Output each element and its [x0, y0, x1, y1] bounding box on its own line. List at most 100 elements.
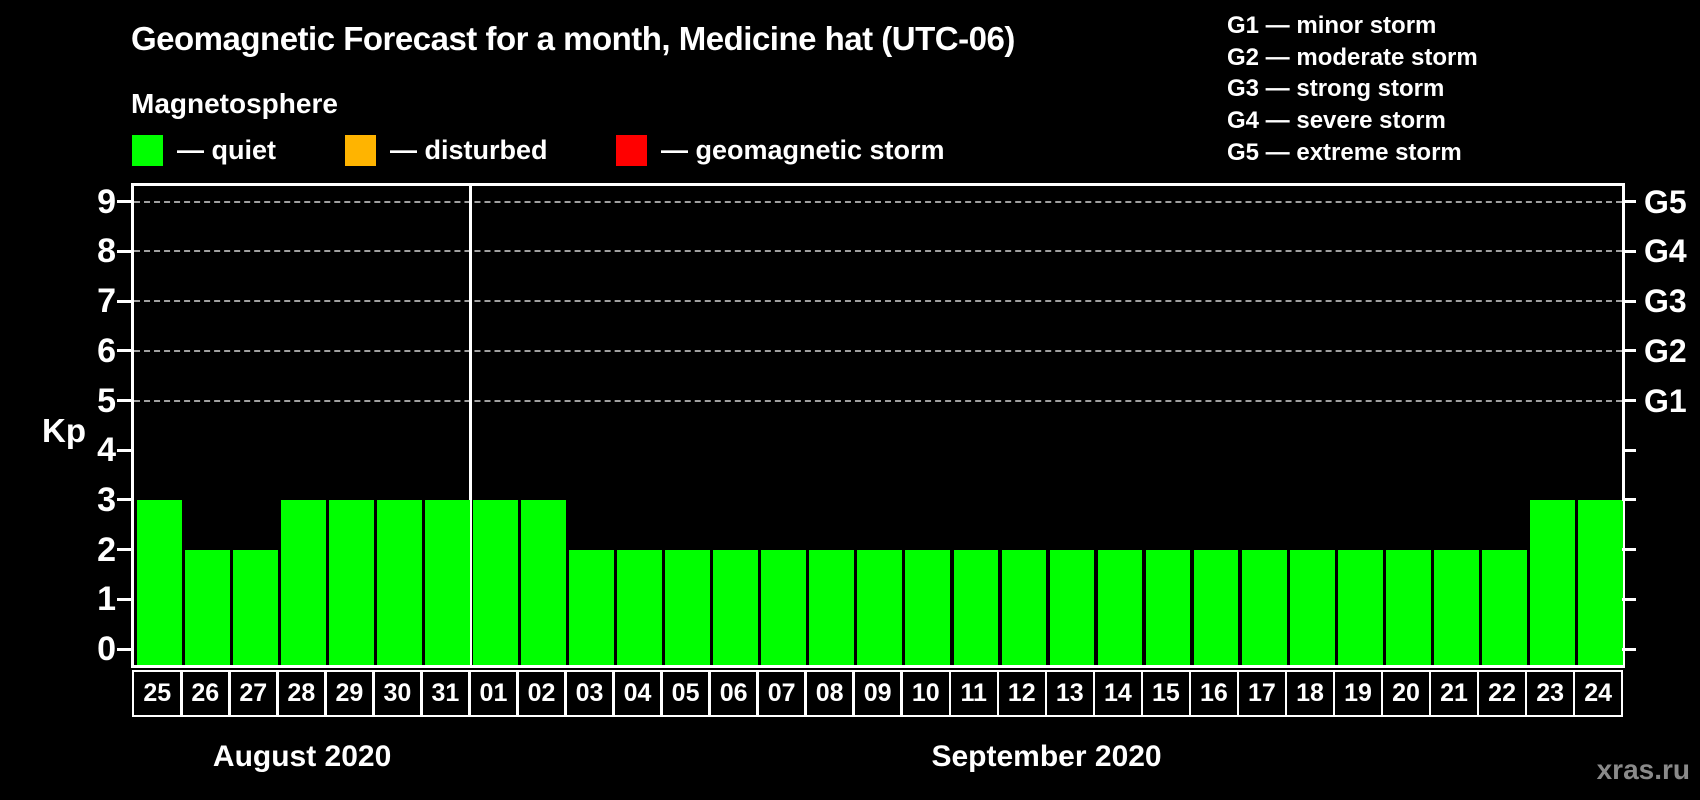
kp-bar-day-14 — [1097, 549, 1143, 665]
kp-bar-day-11 — [953, 549, 999, 665]
y-axis-label-1: 1 — [97, 580, 116, 619]
legend-label-quiet: — quiet — [177, 135, 276, 165]
y-axis-tick-right-5 — [1622, 399, 1636, 402]
legend-item-storm: — geomagnetic storm — [616, 135, 945, 166]
y-axis-tick-right-2 — [1622, 548, 1636, 552]
kp-bar-day-08 — [809, 549, 855, 665]
y-axis-tick-left-7 — [117, 299, 131, 303]
y-axis-tick-right-1 — [1622, 597, 1636, 601]
kp-bar-day-15 — [1145, 549, 1191, 665]
day-label-04: 04 — [612, 670, 663, 717]
watermark: xras.ru — [1596, 754, 1690, 785]
day-label-06: 06 — [708, 670, 759, 717]
y-axis-tick-right-6 — [1622, 349, 1636, 353]
day-label-27: 27 — [228, 670, 279, 717]
g-legend-line-g4: G4 — severe storm — [1227, 107, 1446, 135]
day-label-01: 01 — [468, 670, 519, 717]
y-axis-tick-left-5 — [117, 399, 131, 402]
legend-label-disturbed: — disturbed — [390, 135, 548, 165]
y-axis-label-2: 2 — [97, 530, 116, 569]
day-label-22: 22 — [1476, 670, 1528, 717]
y-axis-tick-right-8 — [1622, 249, 1636, 253]
kp-bar-day-17 — [1241, 549, 1287, 665]
day-label-09: 09 — [852, 670, 903, 717]
kp-bar-day-09 — [857, 549, 903, 665]
g-legend-line-g5: G5 — extreme storm — [1227, 138, 1462, 166]
month-separator — [468, 186, 472, 665]
kp-bar-day-24 — [1577, 499, 1623, 665]
right-axis-label-g1: G1 — [1644, 382, 1687, 419]
y-axis-tick-left-6 — [117, 349, 131, 353]
disturbed-color-swatch — [345, 135, 376, 166]
y-axis-label-5: 5 — [97, 381, 116, 420]
kp-bar-day-02 — [521, 499, 567, 665]
right-axis-label-g2: G2 — [1644, 332, 1687, 369]
kp-bar-day-22 — [1481, 549, 1527, 665]
kp-bar-day-12 — [1001, 549, 1047, 665]
kp-bar-day-03 — [569, 549, 615, 665]
day-label-29: 29 — [324, 670, 375, 717]
kp-bar-day-06 — [713, 549, 759, 665]
y-axis-label-4: 4 — [97, 431, 116, 470]
g-legend-line-g3: G3 — strong storm — [1227, 75, 1445, 103]
day-label-08: 08 — [804, 670, 855, 717]
day-label-21: 21 — [1428, 670, 1480, 717]
day-label-28: 28 — [276, 670, 327, 717]
day-label-31: 31 — [420, 670, 471, 717]
kp-bar-day-29 — [329, 499, 374, 665]
day-label-17: 17 — [1236, 670, 1288, 717]
gridline-kp9 — [134, 200, 1622, 203]
y-axis-label-8: 8 — [97, 232, 116, 271]
day-label-05: 05 — [660, 670, 711, 717]
day-label-26: 26 — [180, 670, 231, 717]
kp-bar-day-16 — [1193, 549, 1239, 665]
y-axis-label-3: 3 — [97, 480, 116, 519]
day-label-23: 23 — [1524, 670, 1576, 717]
kp-bar-day-18 — [1289, 549, 1335, 665]
kp-bar-day-20 — [1385, 549, 1431, 665]
kp-bar-day-21 — [1433, 549, 1479, 665]
day-label-16: 16 — [1188, 670, 1240, 717]
legend-item-quiet: — quiet — [132, 135, 276, 166]
kp-bar-day-26 — [185, 549, 230, 665]
gridline-kp6 — [134, 349, 1622, 352]
day-label-14: 14 — [1092, 670, 1144, 717]
y-axis-tick-right-3 — [1622, 498, 1636, 502]
y-axis-title: Kp — [42, 412, 86, 449]
right-axis-label-g3: G3 — [1644, 283, 1687, 320]
y-axis-tick-left-4 — [117, 448, 131, 452]
y-axis-tick-right-7 — [1622, 299, 1636, 303]
kp-bar-day-07 — [761, 549, 807, 665]
kp-bar-day-13 — [1049, 549, 1095, 665]
g-legend-line-g2: G2 — moderate storm — [1227, 43, 1478, 71]
gridline-kp5 — [134, 399, 1622, 402]
kp-bar-day-19 — [1337, 549, 1383, 665]
day-label-03: 03 — [564, 670, 615, 717]
kp-bar-day-25 — [137, 499, 182, 665]
legend-item-disturbed: — disturbed — [345, 135, 548, 166]
day-label-10: 10 — [900, 670, 951, 717]
kp-bar-day-10 — [905, 549, 951, 665]
chart-subtitle: Magnetosphere — [131, 88, 338, 119]
kp-bar-day-23 — [1529, 499, 1575, 665]
day-label-02: 02 — [516, 670, 567, 717]
kp-bar-day-27 — [233, 549, 278, 665]
y-axis-label-0: 0 — [97, 630, 116, 668]
chart-title: Geomagnetic Forecast for a month, Medici… — [131, 20, 1015, 57]
y-axis-tick-right-4 — [1622, 448, 1636, 452]
quiet-color-swatch — [132, 135, 163, 166]
y-axis-label-7: 7 — [97, 282, 116, 321]
y-axis-tick-left-8 — [117, 249, 131, 253]
gridline-kp8 — [134, 250, 1622, 253]
legend-label-storm: — geomagnetic storm — [661, 135, 945, 165]
y-axis-tick-left-2 — [117, 548, 131, 552]
day-label-13: 13 — [1044, 670, 1096, 717]
day-label-07: 07 — [756, 670, 807, 717]
right-axis-label-g4: G4 — [1644, 233, 1687, 270]
g-legend-line-g1: G1 — minor storm — [1227, 12, 1437, 39]
kp-bar-day-31 — [425, 499, 470, 665]
kp-bar-day-28 — [281, 499, 326, 665]
day-label-25: 25 — [132, 670, 183, 717]
g-scale-legend: G1 — minor storm G2 — moderate storm G3 … — [1227, 10, 1478, 169]
y-axis-tick-right-0 — [1622, 647, 1636, 651]
